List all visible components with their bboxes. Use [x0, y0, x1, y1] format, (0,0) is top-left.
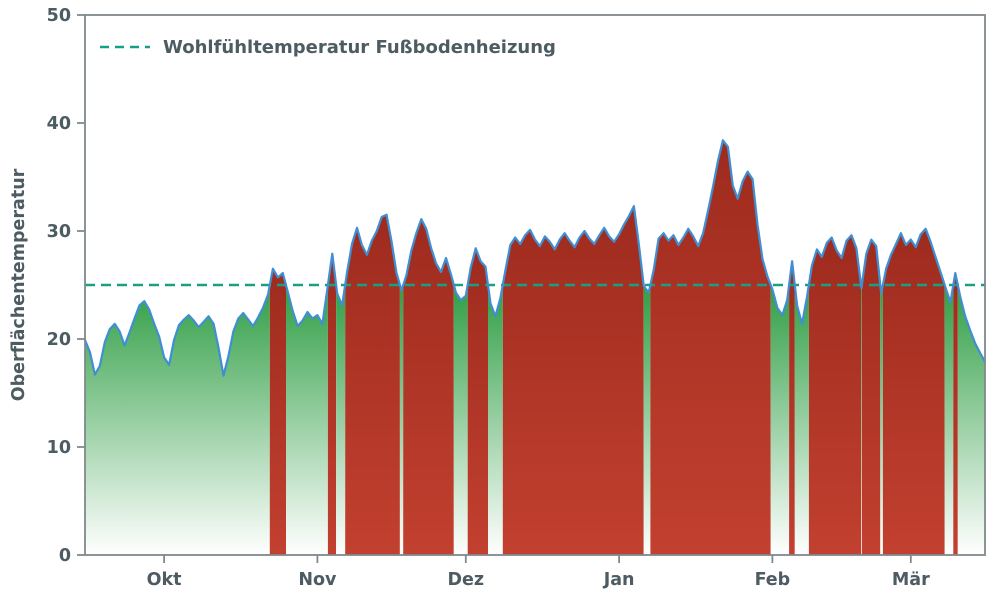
x-tick-label: Feb [755, 570, 791, 590]
area-below-threshold [944, 285, 954, 555]
y-tick-label: 20 [47, 330, 71, 350]
area-above-threshold [467, 248, 488, 556]
area-below-threshold [453, 285, 468, 555]
x-tick-label: Nov [298, 570, 337, 590]
y-tick-label: 10 [47, 438, 71, 458]
y-tick-label: 30 [47, 222, 71, 242]
area-below-threshold [85, 285, 270, 555]
legend: Wohlfühltemperatur Fußbodenheizung [100, 37, 556, 58]
area-below-threshold [957, 285, 985, 555]
plot-layer: 0 10 20 30 40 50 Okt Nov Dez Jan Feb Mär [47, 6, 987, 590]
x-tick-label: Jan [603, 570, 635, 590]
legend-label: Wohlfühltemperatur Fußbodenheizung [163, 37, 556, 58]
x-tick-label: Dez [448, 570, 485, 590]
area-above-threshold [345, 214, 400, 556]
area-below-threshold [770, 285, 790, 555]
area-above-threshold [269, 268, 286, 555]
area-below-threshold [399, 285, 404, 555]
area-above-threshold [502, 206, 644, 555]
area-below-threshold [488, 285, 503, 555]
y-tick-label: 50 [47, 6, 71, 26]
area-above-threshold [861, 239, 881, 555]
x-tick-label: Mär [892, 570, 930, 590]
area-below-threshold [861, 285, 862, 555]
y-tick-label: 0 [59, 546, 71, 566]
area-above-threshold [882, 228, 945, 556]
axes-frame [84, 14, 986, 556]
area-below-threshold [643, 285, 651, 555]
area-above-threshold [808, 235, 861, 556]
area-below-threshold [880, 285, 883, 555]
area-below-threshold [794, 285, 809, 555]
area-below-threshold [336, 285, 346, 555]
area-above-threshold [403, 219, 454, 555]
y-tick-label: 40 [47, 114, 71, 134]
x-tick-label: Okt [147, 570, 182, 590]
area-above-threshold [953, 273, 958, 555]
temperature-line [83, 139, 987, 377]
area-above-threshold [789, 261, 795, 555]
area-above-threshold [327, 253, 337, 555]
y-axis-label: Oberflächentemperatur [9, 168, 29, 401]
area-below-threshold [286, 285, 328, 555]
area-above-threshold [650, 140, 771, 556]
